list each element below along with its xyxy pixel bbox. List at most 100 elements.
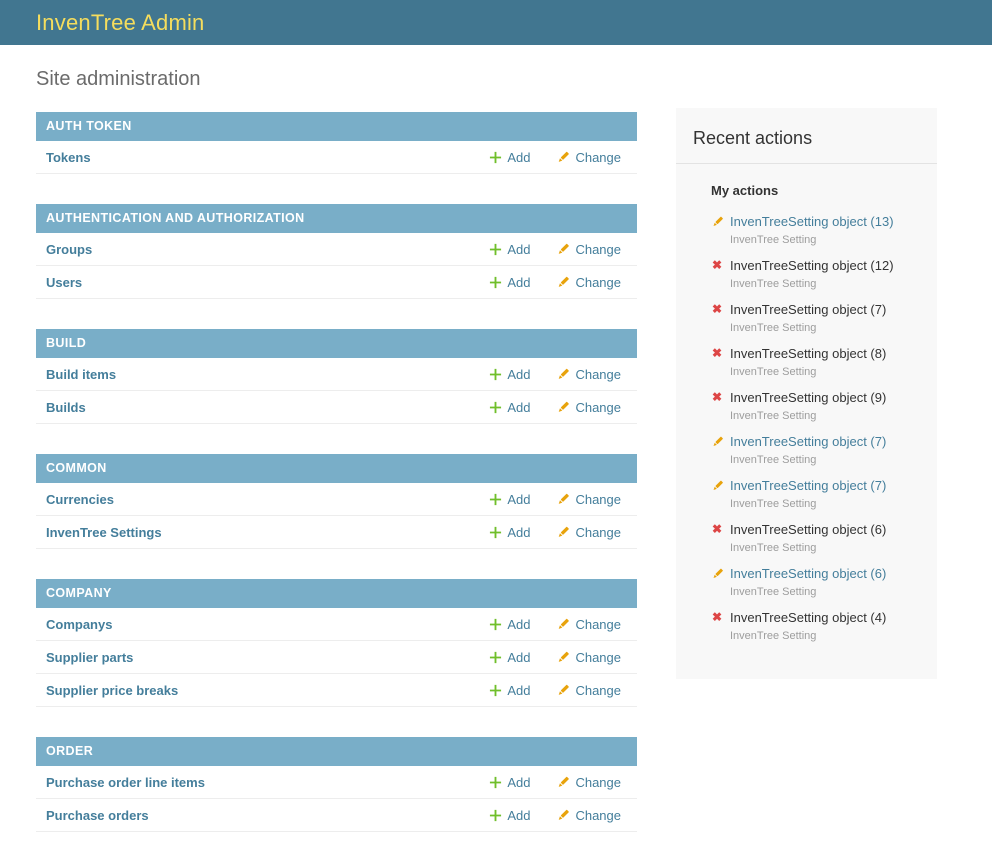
recent-action-item: InvenTreeSetting object (7) InvenTree Se…: [711, 477, 929, 510]
change-link-label: Change: [575, 807, 621, 823]
model-link[interactable]: Currencies: [46, 491, 114, 507]
plus-icon: [489, 276, 502, 289]
pencil-icon: [556, 525, 570, 539]
delete-icon: ✖: [711, 257, 723, 272]
pencil-icon: [556, 617, 570, 631]
model-row: Purchase orders Add Change: [36, 799, 637, 832]
model-link[interactable]: Supplier parts: [46, 649, 134, 665]
action-object-type: InvenTree Setting: [730, 234, 817, 246]
row-actions: Add Change: [489, 650, 621, 665]
pencil-icon: [556, 150, 570, 164]
change-link[interactable]: Change: [556, 367, 621, 382]
my-actions-heading: My actions: [711, 183, 779, 198]
add-link-label: Add: [507, 616, 531, 632]
change-link[interactable]: Change: [556, 650, 621, 665]
add-link[interactable]: Add: [489, 650, 530, 665]
module-rows: Build items Add Change Builds Add: [36, 358, 637, 424]
action-object-type: InvenTree Setting: [730, 278, 817, 290]
model-link[interactable]: InvenTree Settings: [46, 524, 162, 540]
add-link[interactable]: Add: [489, 275, 530, 290]
module-rows: Companys Add Change Supplier parts Add: [36, 608, 637, 707]
row-actions: Add Change: [489, 808, 621, 823]
module-caption: BUILD: [36, 329, 637, 358]
row-actions: Add Change: [489, 275, 621, 290]
model-link[interactable]: Tokens: [46, 149, 91, 165]
module-list: AUTH TOKEN Tokens Add Change AUTHENTICAT…: [36, 112, 637, 832]
add-link[interactable]: Add: [489, 525, 530, 540]
add-link-label: Add: [507, 524, 531, 540]
model-row: Companys Add Change: [36, 608, 637, 641]
model-row: Currencies Add Change: [36, 483, 637, 516]
plus-icon: [489, 809, 502, 822]
action-object-link[interactable]: InvenTreeSetting object (7): [730, 478, 887, 493]
change-link[interactable]: Change: [556, 525, 621, 540]
change-link[interactable]: Change: [556, 150, 621, 165]
model-link[interactable]: Build items: [46, 366, 117, 382]
row-actions: Add Change: [489, 367, 621, 382]
plus-icon: [489, 151, 502, 164]
row-actions: Add Change: [489, 492, 621, 507]
content-area: Site administration AUTH TOKEN Tokens Ad…: [0, 45, 992, 845]
admin-module: AUTHENTICATION AND AUTHORIZATION Groups …: [36, 204, 637, 299]
admin-module: AUTH TOKEN Tokens Add Change: [36, 112, 637, 174]
model-row: Users Add Change: [36, 266, 637, 299]
add-link[interactable]: Add: [489, 150, 530, 165]
change-link[interactable]: Change: [556, 275, 621, 290]
change-link[interactable]: Change: [556, 492, 621, 507]
model-link[interactable]: Purchase orders: [46, 807, 149, 823]
action-object-link[interactable]: InvenTreeSetting object (6): [730, 566, 887, 581]
add-link-label: Add: [507, 399, 531, 415]
change-link[interactable]: Change: [556, 400, 621, 415]
action-object-link[interactable]: InvenTreeSetting object (13): [730, 214, 894, 229]
row-actions: Add Change: [489, 525, 621, 540]
change-link[interactable]: Change: [556, 775, 621, 790]
add-link[interactable]: Add: [489, 242, 530, 257]
action-object-link[interactable]: InvenTreeSetting object (7): [730, 434, 887, 449]
add-link[interactable]: Add: [489, 492, 530, 507]
action-object-link: InvenTreeSetting object (6): [730, 522, 887, 537]
add-link[interactable]: Add: [489, 683, 530, 698]
model-link[interactable]: Groups: [46, 241, 93, 257]
module-caption: AUTHENTICATION AND AUTHORIZATION: [36, 204, 637, 233]
change-link-label: Change: [575, 274, 621, 290]
model-row: Supplier parts Add Change: [36, 641, 637, 674]
change-link[interactable]: Change: [556, 808, 621, 823]
action-object-type: InvenTree Setting: [730, 498, 817, 510]
add-link[interactable]: Add: [489, 367, 530, 382]
change-link-label: Change: [575, 241, 621, 257]
module-caption: ORDER: [36, 737, 637, 766]
action-object-type: InvenTree Setting: [730, 410, 817, 422]
recent-action-item: ✖ InvenTreeSetting object (8) InvenTree …: [711, 345, 929, 378]
model-link[interactable]: Builds: [46, 399, 86, 415]
panel-divider: [676, 163, 937, 164]
model-link[interactable]: Supplier price breaks: [46, 682, 179, 698]
model-link[interactable]: Users: [46, 274, 83, 290]
add-link[interactable]: Add: [489, 617, 530, 632]
model-row: Builds Add Change: [36, 391, 637, 424]
module-rows: Tokens Add Change: [36, 141, 637, 174]
add-link[interactable]: Add: [489, 808, 530, 823]
action-object-link: InvenTreeSetting object (7): [730, 302, 887, 317]
app-title-link[interactable]: InvenTree Admin: [36, 9, 205, 35]
module-caption: AUTH TOKEN: [36, 112, 637, 141]
add-link-label: Add: [507, 366, 531, 382]
recent-actions-list: InvenTreeSetting object (13) InvenTree S…: [711, 213, 929, 642]
change-link[interactable]: Change: [556, 683, 621, 698]
pencil-icon: [556, 242, 570, 256]
model-link[interactable]: Companys: [46, 616, 113, 632]
model-link[interactable]: Purchase order line items: [46, 774, 205, 790]
delete-icon: ✖: [711, 301, 723, 316]
recent-action-item: ✖ InvenTreeSetting object (6) InvenTree …: [711, 521, 929, 554]
plus-icon: [489, 493, 502, 506]
module-caption: COMMON: [36, 454, 637, 483]
add-link-label: Add: [507, 649, 531, 665]
main-content: Site administration AUTH TOKEN Tokens Ad…: [36, 45, 637, 845]
change-link-label: Change: [575, 399, 621, 415]
change-link[interactable]: Change: [556, 617, 621, 632]
add-link[interactable]: Add: [489, 775, 530, 790]
add-link[interactable]: Add: [489, 400, 530, 415]
pencil-icon: [710, 214, 724, 228]
change-link-label: Change: [575, 524, 621, 540]
change-link[interactable]: Change: [556, 242, 621, 257]
change-link-label: Change: [575, 616, 621, 632]
